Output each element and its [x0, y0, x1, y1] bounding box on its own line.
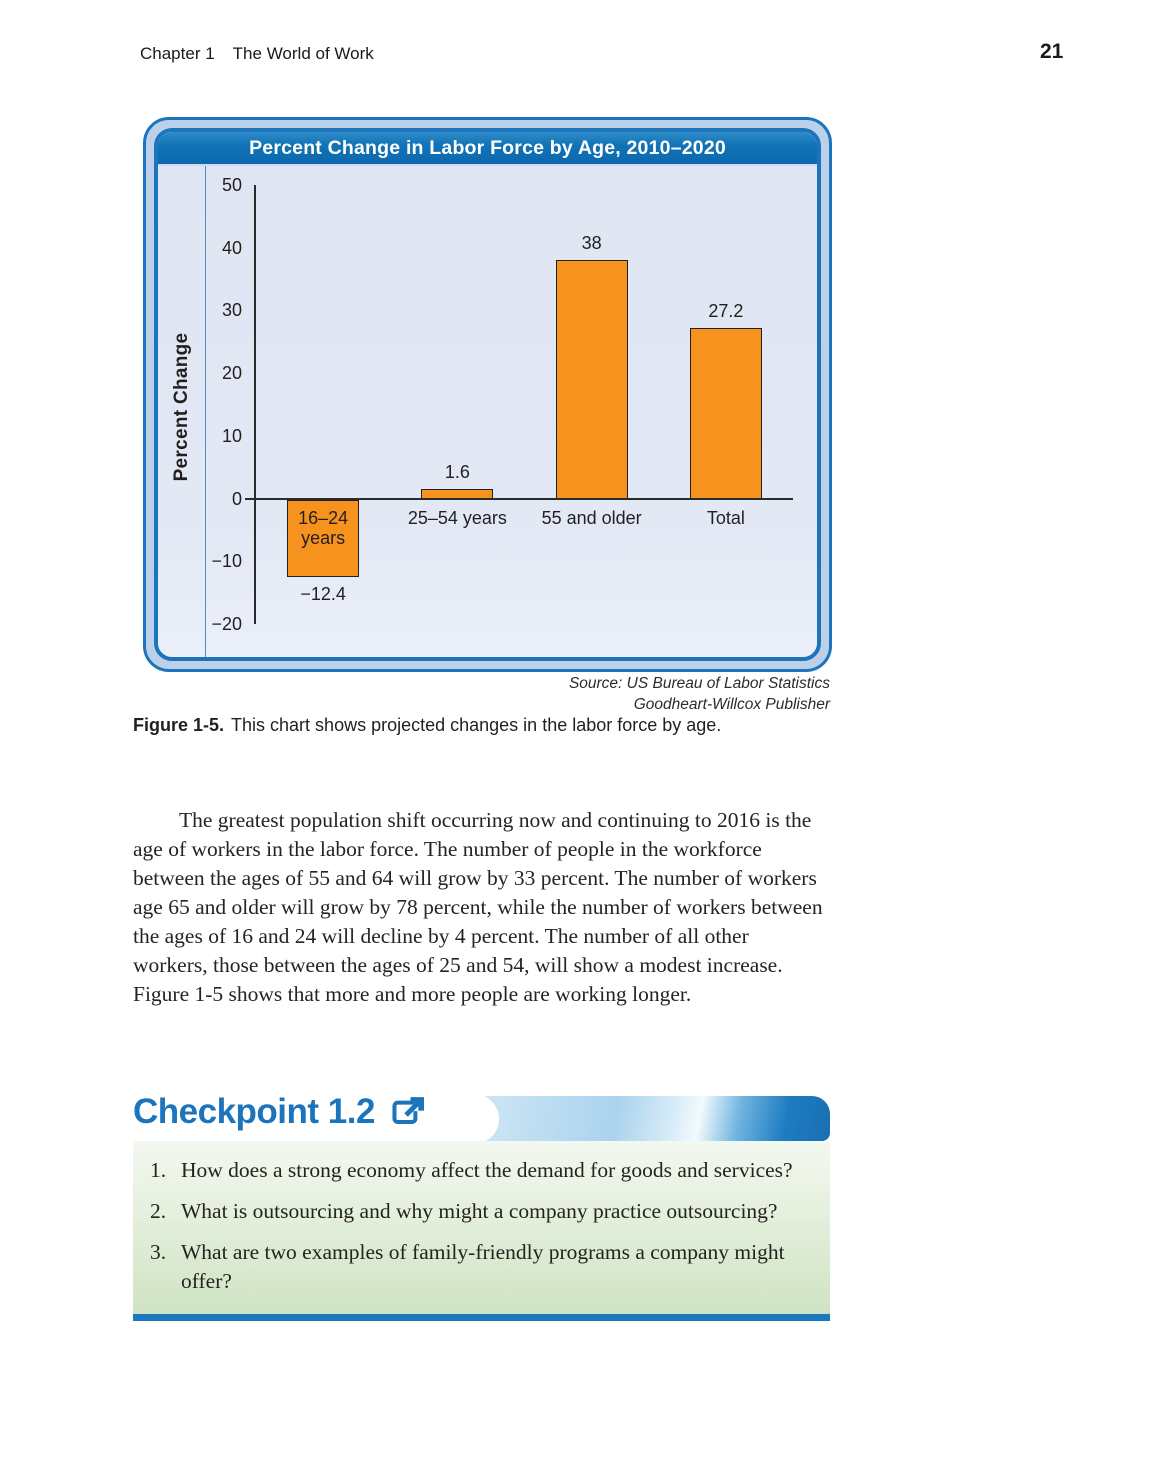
- figure-chart: Percent Change in Labor Force by Age, 20…: [143, 117, 832, 672]
- chart-panel: Percent Change in Labor Force by Age, 20…: [154, 128, 821, 661]
- y-tick-label: 40: [221, 237, 242, 258]
- chart-plot: 50 40 30 20 10 0 −10 −20 −12.4 16–24 years 1.6 25–5…: [206, 175, 801, 634]
- chapter-title: The World of Work: [232, 44, 374, 63]
- chart-title: Percent Change in Labor Force by Age, 20…: [249, 136, 726, 159]
- category-label: 55 and older: [541, 507, 642, 528]
- checkpoint-questions: 1. How does a strong economy affect the d…: [150, 1156, 810, 1296]
- y-tick-label: 30: [221, 300, 242, 321]
- question-text: What are two examples of family-friendly…: [181, 1240, 785, 1293]
- y-tick-label: −20: [211, 614, 242, 634]
- bar-value-label: 1.6: [444, 461, 470, 482]
- checkpoint-section: Checkpoint 1.2 1. How does a strong econo…: [133, 1088, 830, 1321]
- chart-area: Percent Change 50 40 30 20 10 0 −10 −20 −12.4 16–…: [158, 166, 817, 657]
- bar-value-label: 27.2: [708, 300, 744, 321]
- question-text: What is outsourcing and why might a comp…: [181, 1199, 778, 1223]
- checkpoint-title: Checkpoint 1.2: [133, 1088, 428, 1132]
- y-axis-label-strip: Percent Change: [158, 166, 206, 657]
- y-tick-label: 20: [221, 363, 242, 384]
- checkpoint-box: 1. How does a strong economy affect the d…: [133, 1141, 830, 1314]
- bar-value-label: −12.4: [300, 584, 346, 605]
- figure-caption-label: Figure 1-5.: [133, 715, 225, 735]
- chart-bar: [689, 327, 762, 499]
- running-header: Chapter 1 The World of Work: [140, 44, 374, 64]
- chart-bar: [287, 499, 360, 578]
- category-label: 16–24 years: [298, 507, 349, 549]
- y-tick-label: 0: [231, 488, 242, 509]
- y-tick-label: −10: [211, 551, 242, 572]
- checkpoint-question: 1. How does a strong economy affect the d…: [150, 1156, 810, 1185]
- source-line-1: Source: US Bureau of Labor Statistics: [568, 675, 830, 692]
- question-number: 2.: [150, 1199, 167, 1223]
- y-tick-label: 50: [221, 175, 242, 195]
- page-number: 21: [1040, 40, 1064, 63]
- figure-caption-text: This chart shows projected changes in th…: [231, 715, 722, 735]
- checkpoint-bottom-rule: [133, 1314, 830, 1321]
- checkpoint-banner: [474, 1096, 830, 1141]
- source-note: Source: US Bureau of Labor Statistics Go…: [569, 674, 830, 716]
- checkpoint-question: 3. What are two examples of family-friend…: [150, 1238, 810, 1296]
- question-number: 1.: [150, 1158, 167, 1182]
- bar-value-label: 38: [581, 233, 602, 254]
- chart-title-bar: Percent Change in Labor Force by Age, 20…: [158, 132, 817, 166]
- category-label: 25–54 years: [407, 507, 507, 528]
- body-paragraph: The greatest population shift occurring …: [133, 808, 823, 1006]
- source-line-2: Goodheart-Willcox Publisher: [633, 695, 830, 713]
- zero-tick-mark: [245, 497, 256, 500]
- y-axis-label: Percent Change: [170, 332, 192, 482]
- figure-caption: Figure 1-5. This chart shows projected ch…: [133, 715, 843, 736]
- checkpoint-header: Checkpoint 1.2: [133, 1088, 830, 1141]
- chapter-label: Chapter 1: [140, 44, 215, 63]
- question-text: How does a strong economy affect the dem…: [181, 1158, 793, 1182]
- y-axis-line: [254, 185, 256, 624]
- checkpoint-title-text: Checkpoint 1.2: [133, 1092, 375, 1131]
- y-tick-label: 10: [221, 425, 242, 446]
- x-axis-zero-line: [256, 497, 793, 500]
- category-label: Total: [706, 507, 745, 528]
- question-number: 3.: [150, 1240, 167, 1264]
- chart-bar: [555, 260, 628, 499]
- external-link-icon[interactable]: [388, 1088, 428, 1128]
- checkpoint-question: 2. What is outsourcing and why might a co…: [150, 1197, 810, 1226]
